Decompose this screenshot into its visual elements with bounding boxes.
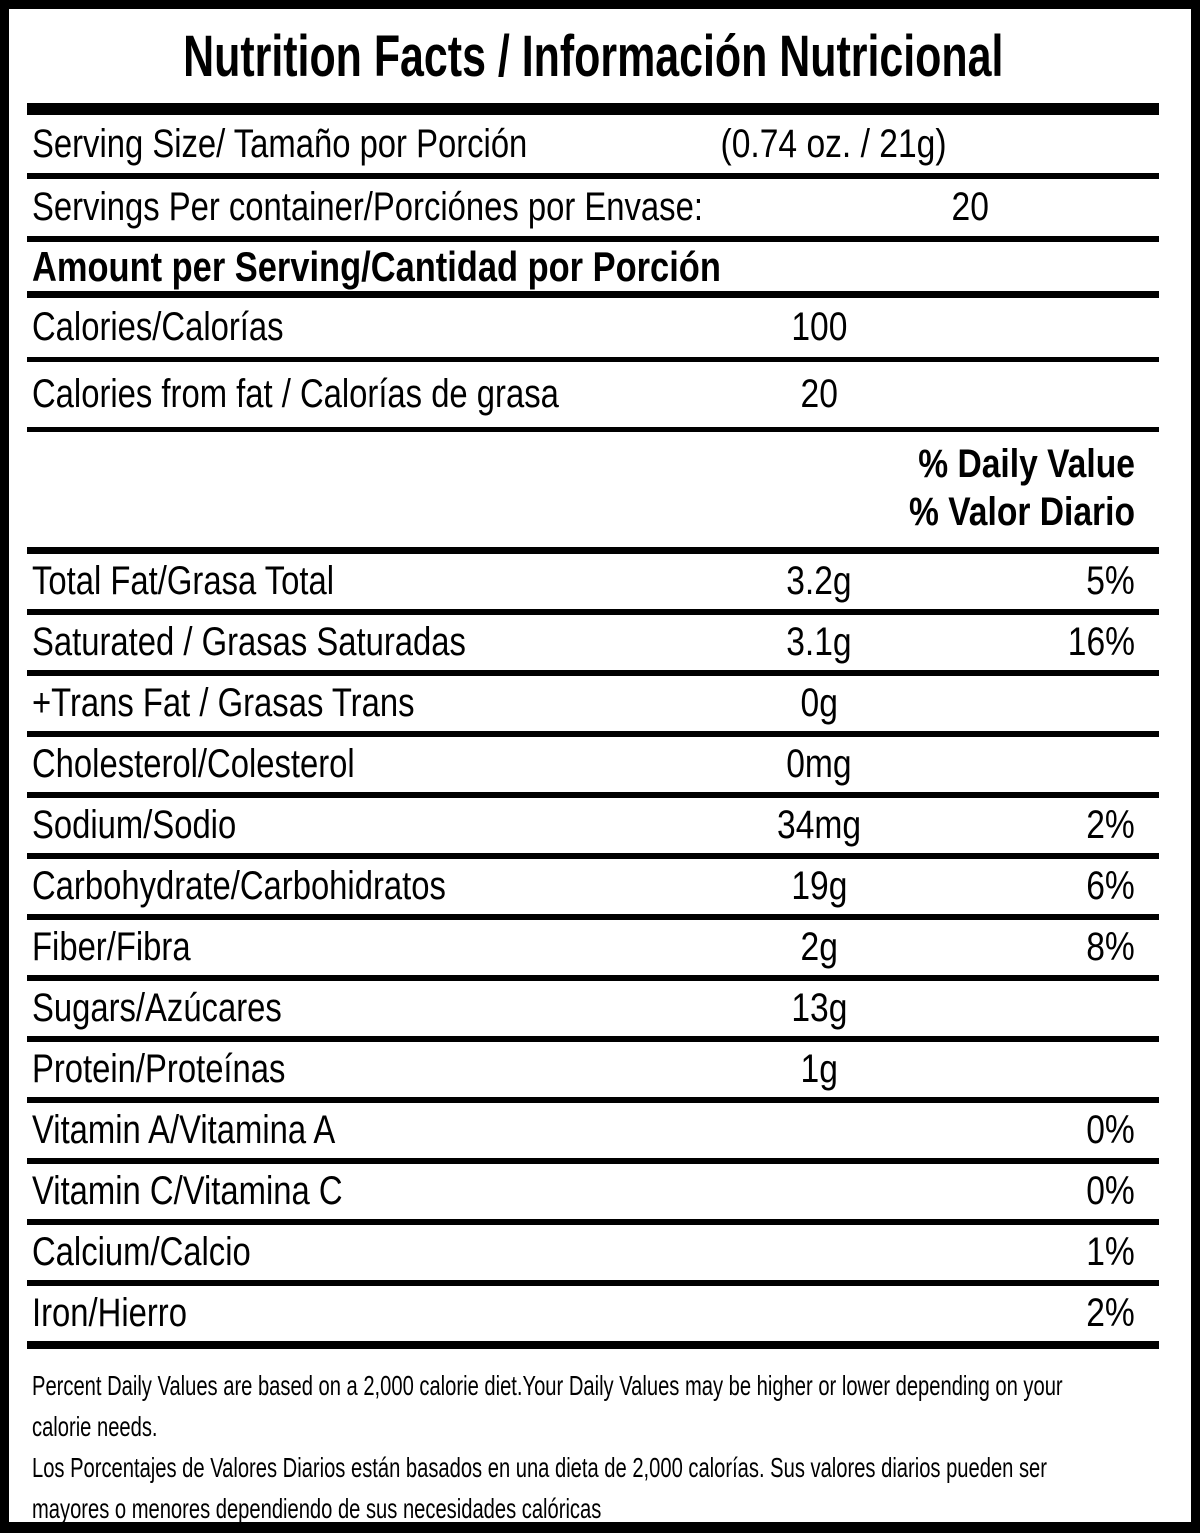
- nutrient-amount: 0mg: [786, 742, 852, 786]
- label-title: Nutrition Facts / Información Nutriciona…: [182, 23, 1004, 89]
- calories-from-fat-label: Calories from fat / Calorías de grasa: [32, 372, 559, 416]
- nutrient-row-sugars: Sugars/Azúcares 13g: [27, 981, 1159, 1042]
- servings-per-container-row: Servings Per container/Porciónes por Env…: [27, 179, 1159, 242]
- nutrient-label: Iron/Hierro: [32, 1291, 187, 1335]
- nutrient-label: Calcium/Calcio: [32, 1230, 251, 1274]
- nutrient-label: Carbohydrate/Carbohidratos: [32, 864, 446, 908]
- daily-value-header-en: % Daily Value: [918, 441, 1135, 486]
- nutrient-daily-value: 16%: [1067, 620, 1135, 664]
- nutrient-label: Vitamin C/Vitamina C: [32, 1169, 343, 1213]
- footnote-line-en-1: Percent Daily Values are based on a 2,00…: [32, 1370, 1063, 1401]
- serving-size-value: (0.74 oz. / 21g): [720, 121, 947, 166]
- footnote-line-es-1: Los Porcentajes de Valores Diarios están…: [32, 1452, 1047, 1483]
- nutrient-amount: 3.2g: [786, 559, 852, 603]
- nutrient-label: Vitamin A/Vitamina A: [32, 1108, 336, 1152]
- nutrient-label: Sugars/Azúcares: [32, 986, 282, 1030]
- nutrient-daily-value: 1%: [1086, 1230, 1135, 1274]
- nutrient-row-saturated-fat: Saturated / Grasas Saturadas 3.1g 16%: [27, 615, 1159, 676]
- nutrient-amount: 1g: [800, 1047, 838, 1091]
- calories-from-fat-row: Calories from fat / Calorías de grasa 20: [27, 362, 1159, 432]
- nutrient-daily-value: 0%: [1086, 1169, 1135, 1213]
- calories-label: Calories/Calorías: [32, 305, 284, 349]
- serving-size-row: Serving Size/ Tamaño por Porción (0.74 o…: [27, 115, 1159, 179]
- divider-thick-top: [27, 103, 1159, 115]
- nutrient-daily-value: 0%: [1086, 1108, 1135, 1152]
- amount-per-serving-heading-row: Amount per Serving/Cantidad por Porción: [27, 242, 1159, 298]
- nutrient-row-iron: Iron/Hierro 2%: [27, 1286, 1159, 1349]
- nutrient-row-fiber: Fiber/Fibra 2g 8%: [27, 920, 1159, 981]
- nutrient-row-trans-fat: +Trans Fat / Grasas Trans 0g: [27, 676, 1159, 737]
- nutrient-label: Sodium/Sodio: [32, 803, 237, 847]
- nutrient-amount: 34mg: [776, 803, 862, 847]
- nutrient-label: Fiber/Fibra: [32, 925, 191, 969]
- nutrient-daily-value: 2%: [1086, 803, 1135, 847]
- nutrient-daily-value: 8%: [1086, 925, 1135, 969]
- calories-value: 100: [790, 305, 848, 349]
- nutrient-row-vitamin-a: Vitamin A/Vitamina A 0%: [27, 1103, 1159, 1164]
- nutrient-label: Saturated / Grasas Saturadas: [32, 620, 466, 664]
- servings-per-container-value: 20: [951, 185, 989, 229]
- daily-value-header-es: % Valor Diario: [909, 490, 1135, 535]
- footnote-line-en-2: calorie needs.: [32, 1411, 158, 1442]
- nutrient-daily-value: 5%: [1086, 559, 1135, 603]
- label-title-row: Nutrition Facts / Información Nutriciona…: [27, 9, 1159, 103]
- nutrient-label: Cholesterol/Colesterol: [32, 742, 355, 786]
- servings-per-container-label: Servings Per container/Porciónes por Env…: [32, 185, 703, 229]
- nutrient-row-sodium: Sodium/Sodio 34mg 2%: [27, 798, 1159, 859]
- nutrient-daily-value: 2%: [1086, 1291, 1135, 1335]
- nutrient-label: +Trans Fat / Grasas Trans: [32, 681, 415, 725]
- nutrient-label: Protein/Proteínas: [32, 1047, 286, 1091]
- nutrient-amount: 19g: [790, 864, 848, 908]
- nutrient-label: Total Fat/Grasa Total: [32, 559, 335, 603]
- nutrient-row-calcium: Calcium/Calcio 1%: [27, 1225, 1159, 1286]
- nutrient-amount: 3.1g: [786, 620, 852, 664]
- nutrient-row-carbohydrate: Carbohydrate/Carbohidratos 19g 6%: [27, 859, 1159, 920]
- calories-from-fat-value: 20: [800, 372, 838, 416]
- nutrient-amount: 0g: [800, 681, 838, 725]
- nutrient-row-protein: Protein/Proteínas 1g: [27, 1042, 1159, 1103]
- nutrient-row-cholesterol: Cholesterol/Colesterol 0mg: [27, 737, 1159, 798]
- calories-row: Calories/Calorías 100: [27, 298, 1159, 362]
- amount-per-serving-heading: Amount per Serving/Cantidad por Porción: [32, 242, 721, 290]
- serving-size-label: Serving Size/ Tamaño por Porción: [32, 121, 528, 166]
- daily-value-header-block: % Daily Value % Valor Diario: [27, 432, 1159, 554]
- footnote-line-es-2: mayores o menores dependiendo de sus nec…: [32, 1493, 602, 1524]
- nutrient-daily-value: 6%: [1086, 864, 1135, 908]
- nutrient-row-vitamin-c: Vitamin C/Vitamina C 0%: [27, 1164, 1159, 1225]
- nutrient-row-total-fat: Total Fat/Grasa Total 3.2g 5%: [27, 554, 1159, 615]
- nutrient-amount: 13g: [790, 986, 848, 1030]
- nutrient-amount: 2g: [800, 925, 838, 969]
- footnote: Percent Daily Values are based on a 2,00…: [27, 1349, 1159, 1524]
